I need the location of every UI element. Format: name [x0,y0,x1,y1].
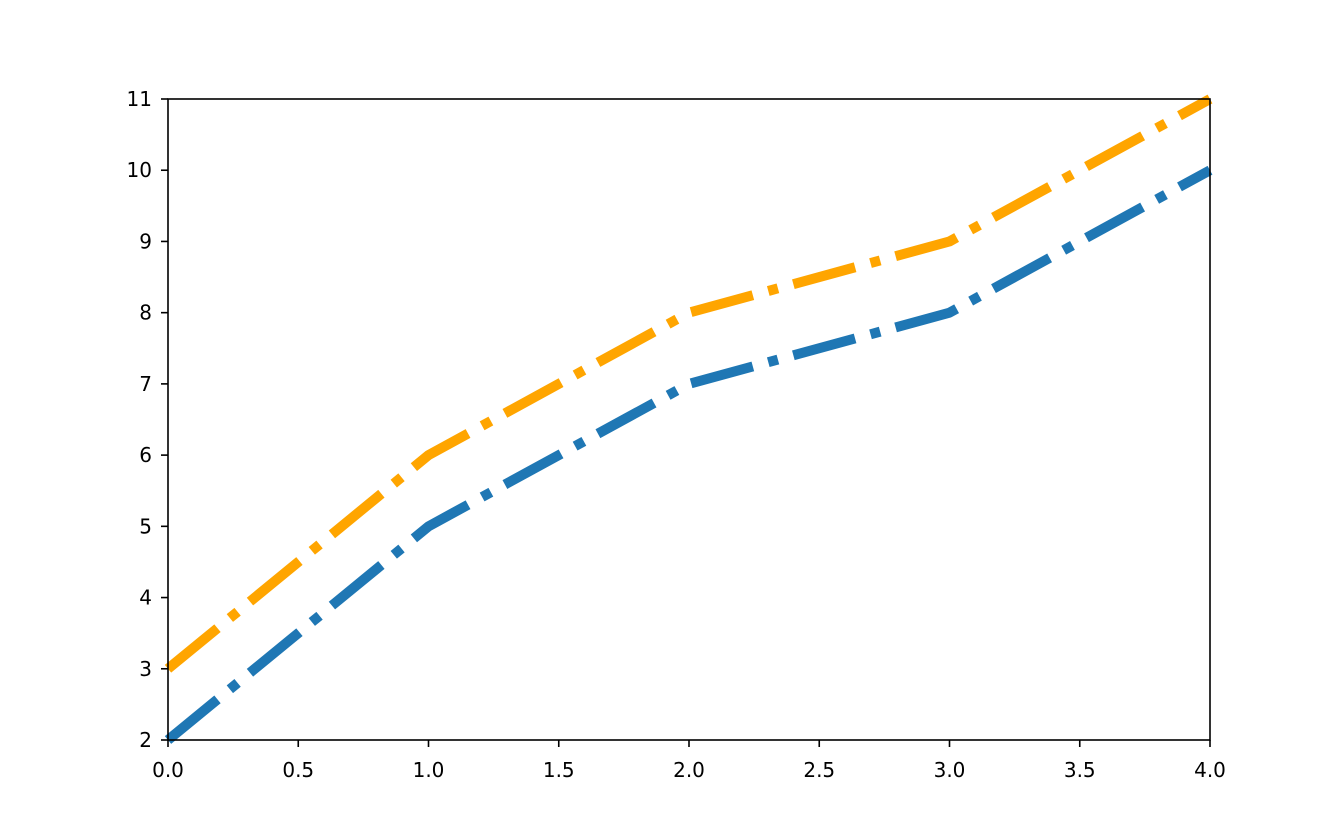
series-line-2 [164,94,1213,673]
y-axis: 2 3 4 5 6 7 8 9 10 11 [127,87,168,752]
y-tick-label: 9 [139,229,152,253]
y-tick-label: 3 [139,657,152,681]
x-tick-label: 0.0 [152,758,184,782]
x-tick-label: 1.0 [413,758,445,782]
y-tick-label: 5 [139,514,152,538]
y-tick-label: 4 [139,586,152,610]
plot-frame [167,98,1211,741]
series-layer [164,94,1213,744]
x-tick-label: 3.0 [934,758,966,782]
y-tick-label: 6 [139,443,152,467]
x-tick-label: 0.5 [282,758,314,782]
x-axis: 0.0 0.5 1.0 1.5 2.0 2.5 3.0 3.5 4.0 [152,740,1226,782]
y-tick-label: 10 [127,158,152,182]
y-tick-label: 7 [139,372,152,396]
x-tick-label: 4.0 [1194,758,1226,782]
x-tick-label: 2.0 [673,758,705,782]
y-tick-label: 8 [139,301,152,325]
y-tick-label: 11 [127,87,152,111]
y-tick-label: 2 [139,728,152,752]
series-line-1 [164,165,1213,744]
x-tick-label: 1.5 [543,758,575,782]
x-tick-label: 3.5 [1064,758,1096,782]
x-tick-label: 2.5 [803,758,835,782]
